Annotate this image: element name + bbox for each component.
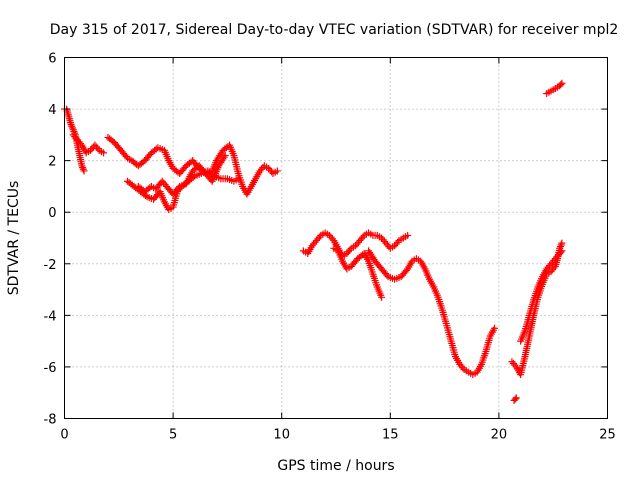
data-point <box>80 167 88 175</box>
x-axis-label: GPS time / hours <box>277 458 394 474</box>
data-point <box>100 149 108 157</box>
chart-title: Day 315 of 2017, Sidereal Day-to-day VTE… <box>50 22 619 38</box>
series-s10 <box>517 247 566 345</box>
y-axis-label: SDTVAR / TECUs <box>6 181 22 296</box>
series-s6 <box>299 229 412 260</box>
grid <box>64 57 608 419</box>
data-points <box>61 79 566 404</box>
series-s2 <box>69 131 108 157</box>
data-point <box>558 79 566 87</box>
data-point <box>67 121 75 129</box>
data-point <box>220 153 228 161</box>
data-point <box>511 395 519 403</box>
data-point <box>394 238 402 246</box>
data-point <box>359 233 367 241</box>
series-s11 <box>510 394 520 404</box>
y-tick-label: 2 <box>48 155 56 170</box>
series-s8 <box>365 247 499 379</box>
data-point <box>79 165 87 173</box>
plot-frame <box>64 57 608 419</box>
data-point <box>221 151 229 159</box>
data-point <box>315 233 323 241</box>
data-point <box>459 364 467 372</box>
data-point <box>511 361 519 369</box>
x-tick-label: 0 <box>60 428 68 443</box>
data-point <box>404 231 412 239</box>
data-point <box>234 175 242 183</box>
data-point <box>550 264 558 272</box>
data-point <box>273 167 281 175</box>
y-tick-label: 6 <box>48 52 56 67</box>
data-point <box>512 394 520 402</box>
data-point <box>558 239 566 247</box>
x-tick-label: 5 <box>169 428 177 443</box>
data-point <box>557 81 565 89</box>
x-tick-label: 15 <box>382 428 399 443</box>
series-s5 <box>134 151 229 198</box>
y-tick-label: -4 <box>44 309 57 324</box>
y-tick-label: -2 <box>44 258 57 273</box>
axis-ticks: 0 5 10 15 20 25 -8 -6 -4 -2 0 2 4 6 <box>44 52 616 443</box>
x-tick-label: 20 <box>491 428 508 443</box>
data-point <box>328 235 336 243</box>
data-point <box>378 293 386 301</box>
data-point <box>78 162 86 170</box>
data-point <box>79 164 87 172</box>
data-point <box>557 241 565 249</box>
y-tick-label: -6 <box>44 361 57 376</box>
series-s7 <box>330 244 386 301</box>
data-point <box>76 139 84 147</box>
y-tick-label: 4 <box>48 103 56 118</box>
data-point <box>68 124 76 132</box>
data-point <box>94 145 102 153</box>
series-s3 <box>104 133 281 198</box>
data-point <box>70 127 78 135</box>
data-point <box>557 248 565 256</box>
y-tick-label: 0 <box>48 206 56 221</box>
data-point <box>491 324 499 332</box>
data-point <box>558 247 566 255</box>
data-point <box>346 246 354 254</box>
y-tick-label: -8 <box>44 413 57 428</box>
x-tick-label: 10 <box>273 428 290 443</box>
x-tick-label: 25 <box>599 428 616 443</box>
series-s12 <box>543 79 566 98</box>
data-point <box>68 122 76 130</box>
